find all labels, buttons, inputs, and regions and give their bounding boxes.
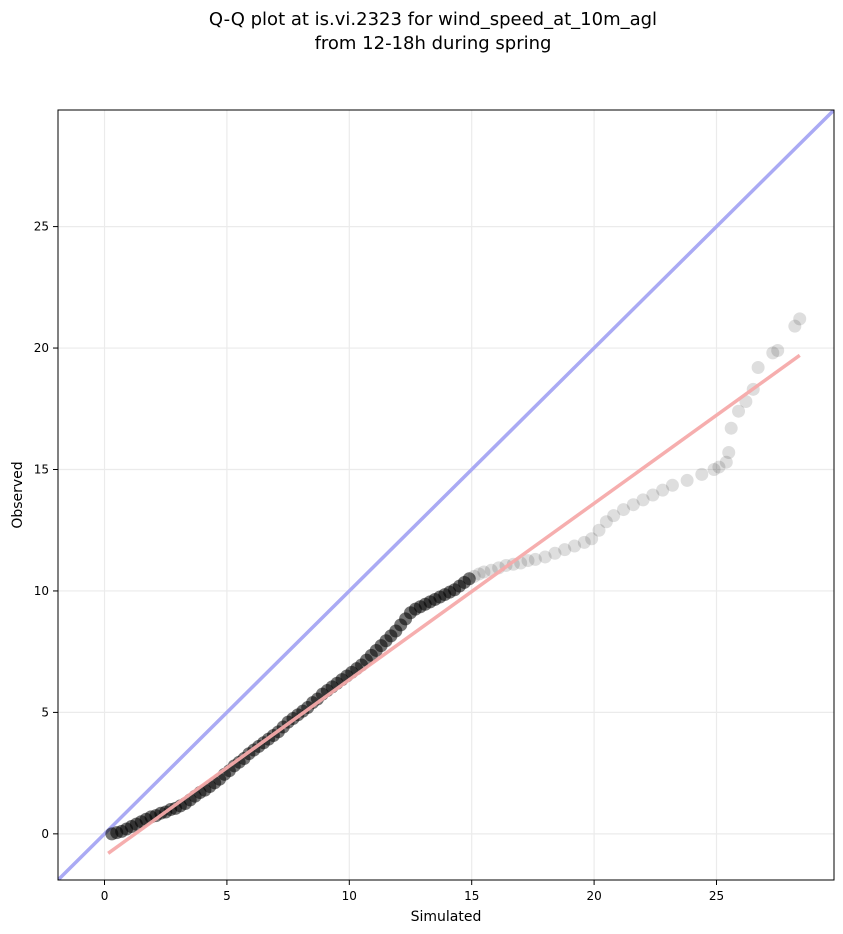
plot-frame bbox=[57, 109, 835, 881]
data-point bbox=[771, 343, 785, 357]
y-tick-label: 5 bbox=[41, 705, 49, 719]
x-tick-label: 10 bbox=[342, 889, 357, 903]
data-point bbox=[695, 467, 709, 481]
data-point bbox=[462, 572, 476, 586]
data-point bbox=[592, 523, 606, 537]
fit-line-path bbox=[107, 353, 801, 855]
data-point bbox=[656, 483, 670, 497]
x-tick-label: 5 bbox=[223, 889, 231, 903]
data-point bbox=[732, 404, 746, 418]
x-tick-label: 20 bbox=[586, 889, 601, 903]
y-axis-label: Observed bbox=[10, 461, 26, 528]
data-point bbox=[558, 543, 572, 557]
data-point bbox=[707, 462, 721, 476]
data-point bbox=[548, 546, 562, 560]
data-point bbox=[636, 493, 650, 507]
data-point bbox=[521, 554, 535, 568]
data-point bbox=[528, 552, 542, 566]
x-tick-label: 25 bbox=[709, 889, 724, 903]
y-tick-label: 25 bbox=[34, 220, 49, 234]
data-point bbox=[607, 509, 621, 523]
y-tick-label: 10 bbox=[34, 584, 49, 598]
data-point bbox=[616, 503, 630, 517]
data-point bbox=[472, 567, 486, 581]
chart-title-line-2: from 12-18h during spring bbox=[315, 33, 552, 54]
data-point bbox=[477, 565, 491, 579]
data-point bbox=[665, 478, 679, 492]
data-point bbox=[724, 421, 738, 435]
data-point bbox=[538, 550, 552, 564]
data-point bbox=[788, 319, 802, 333]
data-point bbox=[599, 515, 613, 529]
identity-line-path bbox=[58, 110, 834, 880]
data-point bbox=[626, 498, 640, 512]
x-tick-label: 15 bbox=[464, 889, 479, 903]
y-tick-label: 20 bbox=[34, 341, 49, 355]
fit-line bbox=[107, 353, 801, 855]
chart-title-line-1: Q-Q plot at is.vi.2323 for wind_speed_at… bbox=[209, 9, 657, 30]
x-axis-label: Simulated bbox=[411, 909, 482, 925]
data-point bbox=[793, 312, 807, 326]
data-point bbox=[646, 488, 660, 502]
data-point bbox=[719, 455, 733, 469]
data-point bbox=[751, 360, 765, 374]
data-point bbox=[568, 539, 582, 553]
x-axis-ticks: 0 5 10 15 20 25 bbox=[101, 880, 724, 903]
data-point bbox=[722, 445, 736, 459]
data-point bbox=[585, 532, 599, 546]
x-tick-label: 0 bbox=[101, 889, 109, 903]
y-tick-label: 0 bbox=[41, 827, 49, 841]
identity-line bbox=[58, 110, 834, 880]
y-tick-label: 15 bbox=[34, 462, 49, 476]
y-axis-ticks: 0 5 10 15 20 25 bbox=[34, 220, 58, 841]
data-point bbox=[766, 346, 780, 360]
data-point bbox=[467, 569, 481, 583]
data-point bbox=[577, 535, 591, 549]
grid bbox=[58, 110, 834, 880]
data-point bbox=[712, 460, 726, 474]
data-point bbox=[680, 473, 694, 487]
